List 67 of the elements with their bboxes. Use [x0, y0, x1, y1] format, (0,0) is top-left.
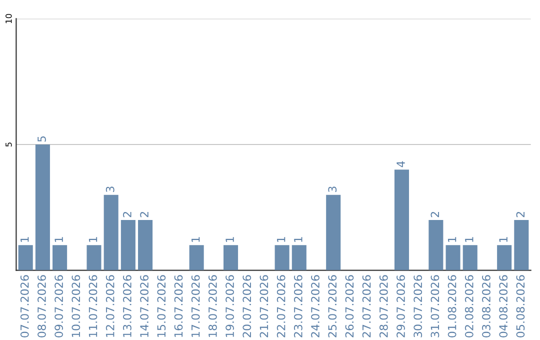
data-label: 5: [38, 136, 46, 142]
x-tick-label: 02.08.2026: [464, 275, 474, 338]
data-label: 1: [54, 237, 63, 242]
bar: [138, 220, 153, 270]
data-label: 3: [328, 186, 337, 192]
bar: [326, 194, 341, 270]
x-tick-label: 17.07.2026: [191, 275, 200, 337]
x-tick-label: 14.07.2026: [140, 275, 149, 337]
x-tick-label: 28.07.2026: [379, 275, 388, 338]
bar: [18, 245, 33, 270]
x-tick-label: 21.07.2026: [260, 275, 268, 338]
bar: [52, 245, 68, 270]
data-label: 1: [20, 237, 29, 242]
bar: [86, 245, 102, 270]
bar: [120, 220, 136, 270]
bar: [224, 245, 238, 270]
data-label: 4: [396, 161, 405, 168]
x-tick-label: 03.08.2026: [482, 275, 490, 338]
data-label: 1: [499, 237, 508, 242]
bar: [394, 170, 410, 270]
x-tick-label: 26.07.2026: [345, 275, 354, 338]
bar: [274, 245, 290, 270]
x-tick-label: 30.07.2026: [414, 275, 422, 338]
bar: [189, 245, 204, 270]
x-tick-label: 12.07.2026: [106, 275, 114, 337]
x-tick-label: 29.07.2026: [396, 275, 405, 338]
x-tick-label: 27.07.2026: [362, 275, 371, 338]
data-label: 1: [448, 237, 456, 242]
x-tick-label: 19.07.2026: [226, 275, 234, 337]
x-tick-label: 01.08.2026: [448, 275, 456, 338]
x-tick-label: 10.07.2026: [72, 275, 80, 337]
x-tick-label: 09.07.2026: [54, 275, 64, 338]
x-tick-label: 15.07.2026: [157, 275, 166, 337]
data-label: 1: [88, 237, 98, 242]
x-tick-label: 11.07.2026: [88, 275, 98, 337]
x-tick-label: 13.07.2026: [123, 275, 132, 337]
data-label: 3: [106, 186, 114, 192]
data-label: 1: [294, 237, 302, 242]
bar: [497, 245, 512, 270]
data-label: 1: [192, 237, 200, 242]
bar: [462, 245, 478, 270]
x-tick-label: 04.08.2026: [499, 275, 508, 338]
x-tick-label: 25.07.2026: [328, 275, 337, 338]
x-tick-label: 31.07.2026: [430, 275, 440, 338]
x-tick-label: 08.07.2026: [38, 275, 46, 338]
bar: [104, 194, 118, 270]
x-tick-label: 07.07.2026: [20, 275, 29, 338]
data-label: 1: [465, 237, 474, 242]
bar: [292, 245, 306, 270]
x-tick-label: 23.07.2026: [294, 275, 302, 338]
x-tick-label: 05.08.2026: [516, 275, 525, 338]
data-label: 2: [123, 212, 132, 218]
bar: [514, 220, 529, 270]
x-tick-label: 16.07.2026: [174, 275, 183, 337]
data-label: 1: [277, 237, 286, 242]
x-tick-label: 18.07.2026: [208, 275, 217, 337]
y-tick-label: 10: [6, 14, 12, 24]
x-tick-label: 20.07.2026: [242, 275, 252, 338]
data-label: 2: [430, 212, 439, 218]
x-tick-label: 22.07.2026: [276, 275, 286, 338]
x-tick-label: 24.07.2026: [311, 275, 320, 338]
data-label: 2: [516, 212, 524, 218]
data-label: 2: [140, 212, 148, 218]
data-label: 1: [226, 237, 234, 242]
bar: [35, 144, 50, 270]
bar: [446, 245, 460, 270]
bar: [428, 220, 444, 270]
